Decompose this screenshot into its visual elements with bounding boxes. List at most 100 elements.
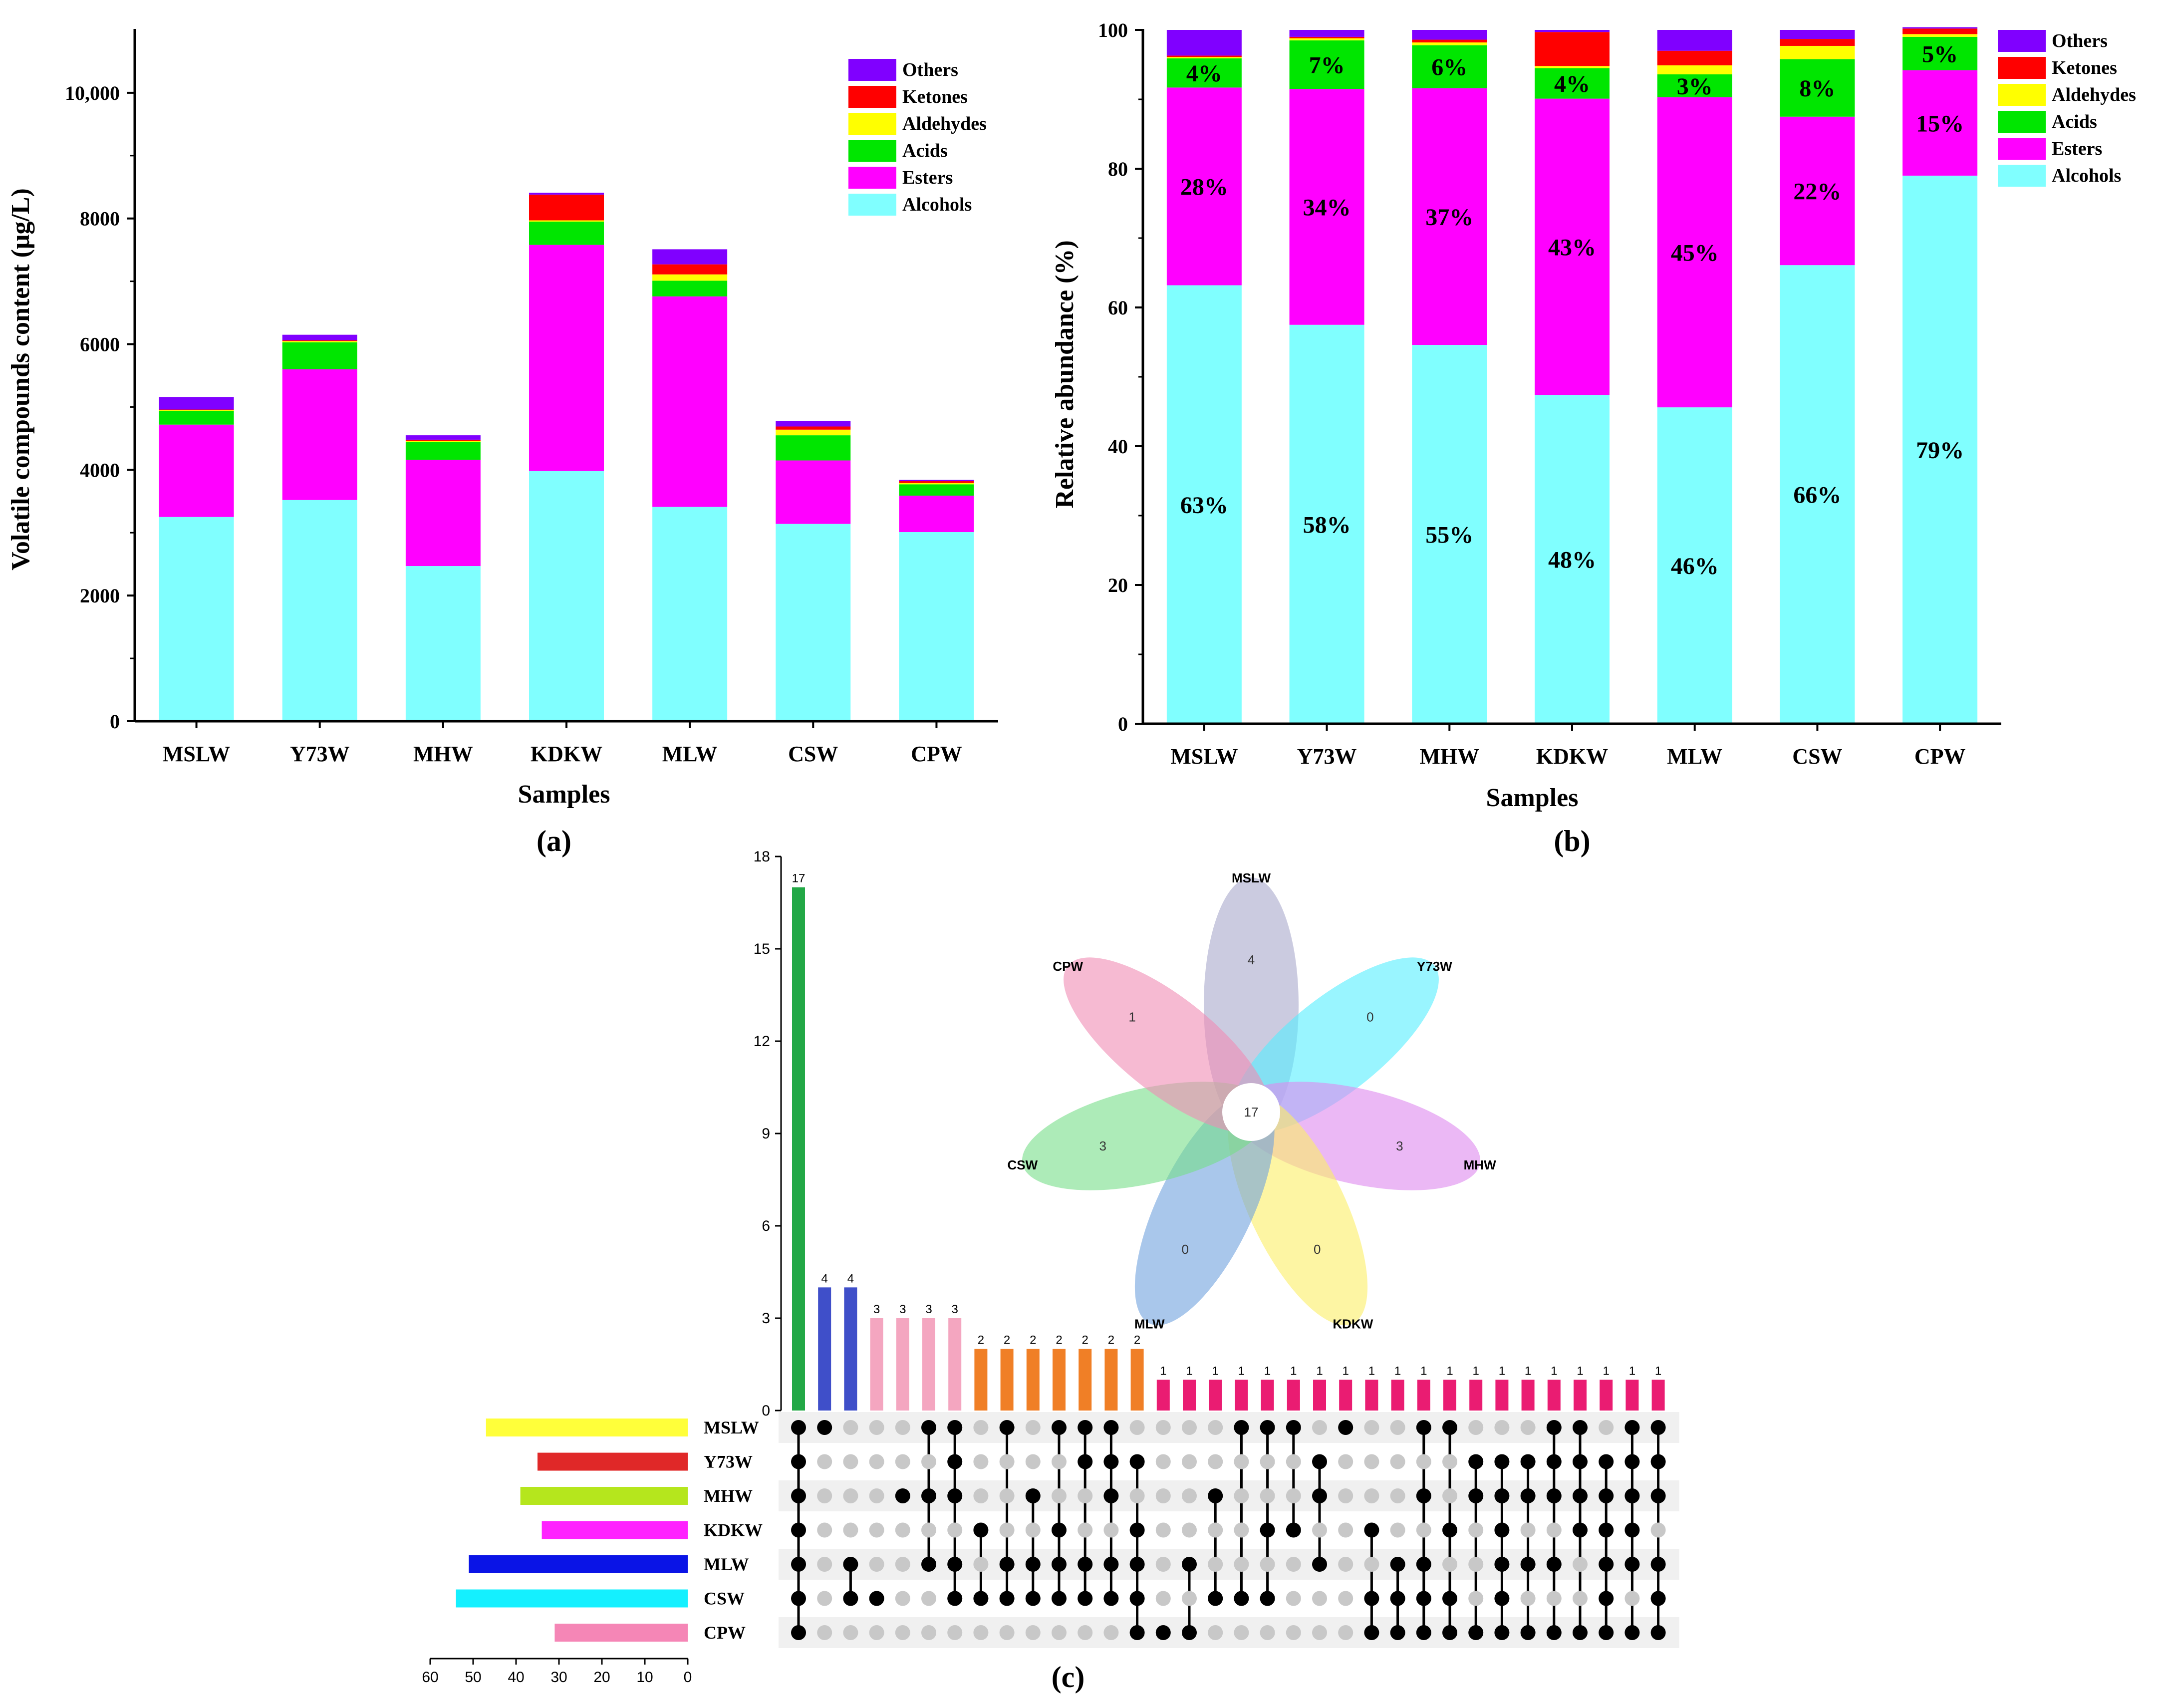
matrix-dot-filled: [999, 1420, 1015, 1435]
data-label-alcohols-y73w: 58%: [1303, 512, 1351, 538]
matrix-dot-empty: [1260, 1488, 1275, 1503]
matrix-dot-empty: [973, 1420, 989, 1435]
panel-a-x-axis-label: Samples: [518, 780, 610, 809]
bar-others-kdkw: [529, 193, 604, 195]
matrix-row-stripe: [779, 1549, 1679, 1580]
venn-set-label-cpw: CPW: [1053, 959, 1083, 974]
matrix-dot-filled: [1260, 1522, 1275, 1538]
matrix-dot-filled: [1103, 1488, 1119, 1503]
matrix-dot-filled: [1624, 1522, 1640, 1538]
bar-esters-mlw: [1657, 97, 1732, 408]
matrix-dot-filled: [1494, 1557, 1510, 1572]
bar-aldehydes-mhw: [1412, 42, 1487, 45]
bar-others-cpw: [899, 480, 974, 482]
intersection-bar: [1391, 1380, 1404, 1411]
matrix-dot-empty: [1312, 1625, 1327, 1640]
y-tick-label: 10,000: [65, 82, 120, 104]
matrix-dot-filled: [1025, 1557, 1041, 1572]
bar-acids-mslw: [1166, 58, 1242, 88]
legend-label-others: Others: [902, 59, 958, 80]
bar-acids-mlw: [652, 281, 728, 296]
bar-alcohols-csw: [1780, 265, 1855, 724]
matrix-dot-filled: [1546, 1557, 1562, 1572]
y-tick-label: 40: [1108, 435, 1128, 458]
intersection-y-tick-label: 9: [762, 1126, 770, 1142]
data-label-acids-mslw: 4%: [1186, 60, 1222, 87]
matrix-dot-filled: [1052, 1522, 1067, 1538]
matrix-dot-filled: [921, 1557, 936, 1572]
intersection-bar: [1521, 1380, 1535, 1411]
matrix-dot-empty: [843, 1454, 858, 1469]
matrix-dot-empty: [999, 1454, 1015, 1469]
intersection-bar: [1026, 1349, 1040, 1411]
matrix-dot-filled: [791, 1591, 806, 1606]
matrix-dot-filled: [1468, 1488, 1484, 1503]
matrix-dot-empty: [1182, 1488, 1197, 1503]
data-label-acids-cpw: 5%: [1922, 41, 1958, 67]
data-label-alcohols-csw: 66%: [1793, 482, 1841, 509]
matrix-dot-filled: [791, 1488, 806, 1503]
matrix-dot-filled: [921, 1420, 936, 1435]
panel-a-axes: MSLW Y73W MHW KDKW MLW CSW CPW 0 2000 4000 6000 800…: [65, 29, 998, 766]
matrix-dot-filled: [1494, 1454, 1510, 1469]
matrix-dot-filled: [1624, 1488, 1640, 1503]
matrix-dot-filled: [1624, 1625, 1640, 1640]
bar-aldehydes-y73w: [1289, 38, 1364, 40]
y-tick-label: 8000: [80, 208, 120, 230]
matrix-dot-empty: [1468, 1522, 1484, 1538]
bar-others-mslw: [159, 397, 234, 410]
bar-others-mhw: [1412, 30, 1487, 40]
matrix-dot-filled: [1129, 1522, 1145, 1538]
intersection-bar: [1000, 1349, 1014, 1411]
matrix-dot-empty: [1286, 1591, 1301, 1606]
intersection-bar: [1600, 1380, 1613, 1411]
matrix-dot-filled: [1129, 1557, 1145, 1572]
intersection-bar: [1209, 1380, 1222, 1411]
matrix-dot-empty: [1025, 1522, 1041, 1538]
venn-petal-count-kdkw: 0: [1314, 1242, 1321, 1257]
intersection-bar: [1287, 1380, 1300, 1411]
data-label-alcohols-mslw: 63%: [1180, 492, 1228, 519]
bar-alcohols-mlw: [1657, 407, 1732, 724]
matrix-dot-filled: [1364, 1625, 1379, 1640]
matrix-dot-empty: [1546, 1591, 1562, 1606]
matrix-dot-empty: [869, 1625, 884, 1640]
intersection-y-tick-label: 18: [754, 849, 770, 865]
data-label-acids-kdkw: 4%: [1554, 71, 1590, 97]
matrix-row-stripe: [779, 1412, 1679, 1443]
intersection-bar: [1574, 1380, 1587, 1411]
intersection-bar: [974, 1349, 988, 1411]
legend-label-aldehydes: Aldehydes: [902, 113, 987, 134]
matrix-dot-empty: [1103, 1522, 1119, 1538]
venn-petal-count-mhw: 3: [1396, 1139, 1403, 1153]
intersection-bar-count: 1: [1238, 1364, 1245, 1378]
intersection-bar: [792, 887, 805, 1411]
intersection-bar-count: 1: [1525, 1364, 1531, 1378]
matrix-dot-empty: [921, 1454, 936, 1469]
matrix-dot-filled: [1650, 1591, 1666, 1606]
bar-alcohols-y73w: [1289, 324, 1364, 724]
set-size-bar-csw: [456, 1589, 688, 1608]
set-label-mhw: MHW: [704, 1486, 753, 1506]
matrix-dot-empty: [1390, 1488, 1405, 1503]
bar-aldehydes-mhw: [405, 441, 481, 442]
legend-label-alcohols: Alcohols: [902, 194, 972, 215]
matrix-dot-filled: [1416, 1557, 1431, 1572]
matrix-dot-empty: [817, 1557, 832, 1572]
bar-esters-kdkw: [529, 245, 604, 471]
matrix-dot-empty: [1442, 1557, 1457, 1572]
bar-esters-y73w: [1289, 89, 1364, 325]
intersection-bar-count: 1: [1499, 1364, 1505, 1378]
set-size-bar-mlw: [469, 1555, 688, 1573]
matrix-dot-filled: [1650, 1557, 1666, 1572]
bar-alcohols-mhw: [405, 566, 481, 721]
matrix-dot-empty: [1155, 1454, 1171, 1469]
matrix-dot-filled: [1208, 1591, 1223, 1606]
panel-b-percent-labels: 63% 28% 4% 58% 34% 7% 55% 37% 6% 48% 43% 4% 46% 45% 3%…: [1180, 41, 1964, 579]
bar-ketones-mhw: [405, 439, 481, 441]
bar-acids-kdkw: [529, 222, 604, 245]
set-size-tick-label: 30: [550, 1669, 567, 1686]
matrix-dot-empty: [1182, 1454, 1197, 1469]
intersection-bar-count: 4: [847, 1272, 854, 1285]
